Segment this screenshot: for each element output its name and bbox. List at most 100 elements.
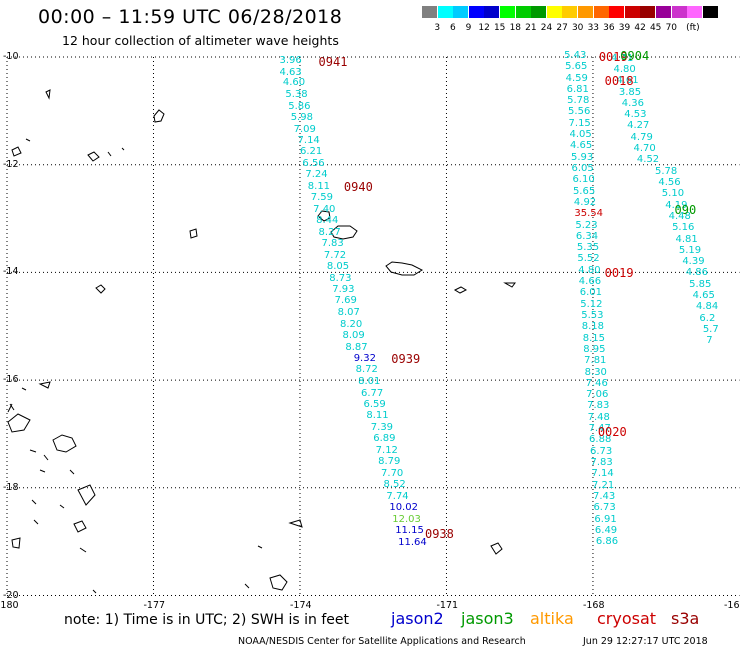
wave-height-label: 7.48: [587, 411, 610, 423]
coastline-tutuila: [385, 261, 424, 276]
wave-height-label: 6.59: [363, 398, 386, 410]
coastline-island-e: [11, 537, 21, 549]
pass-time-label: 0940: [343, 180, 373, 195]
legend-label: 6: [450, 23, 456, 33]
legend-label: 33: [587, 23, 600, 33]
coastline-island-t: [244, 583, 250, 589]
legend-label: 30: [571, 23, 584, 33]
wave-height-label: 3.96: [279, 55, 302, 67]
satellite-cryosat-label: cryosat: [597, 609, 657, 628]
wave-height-label: 4.70: [633, 143, 656, 155]
wave-height-label: 7.14: [591, 468, 614, 480]
wave-height-label: 7.47: [588, 423, 611, 435]
wave-height-label: 5.53: [581, 310, 604, 322]
coastline-island-p: [59, 504, 65, 509]
legend-swatch: [702, 6, 718, 18]
wave-height-label: 8.73: [329, 272, 352, 284]
wave-height-label: 8.09: [342, 329, 365, 341]
pass-time-label: 0018: [604, 73, 634, 88]
wave-height-label: 6.2: [699, 312, 716, 324]
wave-height-label: 6.05: [571, 163, 594, 174]
coastline-island-q: [33, 519, 39, 525]
coastline-islet-3: [95, 284, 106, 294]
legend-swatch: [656, 6, 671, 18]
wave-height-label: 5.19: [678, 244, 702, 256]
legend-swatch: [484, 6, 500, 18]
wave-height-label: 3.85: [618, 86, 642, 98]
wave-height-label: 5.93: [570, 151, 594, 163]
wave-height-label: 5.23: [575, 219, 598, 231]
coastline-island-o: [69, 469, 75, 475]
wave-height-label: 4.80: [613, 63, 636, 75]
coastline-savaii: [317, 210, 331, 222]
legend-label: 24: [540, 23, 553, 33]
wave-height-label: 5.98: [290, 111, 313, 123]
wave-height-label: 5.10: [661, 188, 685, 200]
wave-height-label: 4.56: [658, 177, 681, 188]
wave-height-label: 7.14: [297, 135, 320, 146]
legend-label: 3: [434, 23, 441, 33]
longitude-tick-label: -177: [143, 599, 166, 611]
wave-height-label: 6.01: [579, 287, 603, 299]
coastline-island-g: [490, 542, 503, 555]
wave-height-label: 6.73: [590, 445, 613, 457]
wave-height-label: 7.46: [585, 377, 608, 389]
pass-time-label: 0941: [318, 54, 348, 69]
coastline-island-h: [288, 519, 303, 528]
wave-height-label: 8.07: [337, 307, 360, 319]
footer-timestamp: Jun 29 12:27:17 UTC 2018: [583, 636, 708, 647]
wave-height-label: 4.39: [682, 256, 705, 268]
legend-swatch: [578, 6, 593, 18]
wave-height-label: 7.40: [313, 203, 336, 215]
coastline-island-i: [38, 381, 51, 389]
wave-height-label: 6.49: [594, 524, 618, 536]
wave-height-label: 5.85: [689, 278, 712, 290]
wave-height-label: 4.59: [565, 72, 588, 84]
map-title: 00:00 – 11:59 UTC 06/28/2018: [38, 6, 343, 28]
legend-swatch: [531, 6, 547, 18]
legend-swatch: [687, 6, 703, 18]
wave-height-label: 7.83: [587, 400, 610, 412]
coastline-island-c: [77, 484, 96, 506]
map-subtitle: 12 hour collection of altimeter wave hei…: [62, 33, 339, 48]
wave-height-label: 8.15: [582, 332, 605, 344]
legend-label: 9: [465, 23, 472, 33]
legend-label: 21: [525, 23, 537, 33]
longitude-tick-label: -174: [289, 599, 312, 611]
legend-swatch: [593, 6, 609, 18]
legend-label: 42: [634, 23, 646, 33]
coastline-island-l: [43, 454, 49, 461]
wave-height-label: 6.56: [302, 158, 325, 170]
wave-height-label: 4.66: [578, 276, 602, 288]
coastline-islet-8: [11, 146, 22, 157]
legend-label: 27: [556, 23, 568, 33]
wave-height-label: 7.59: [310, 192, 333, 204]
wave-height-label: 7.24: [305, 169, 328, 181]
wave-height-label: 5.56: [568, 106, 591, 118]
coastline-upolu: [330, 225, 358, 240]
wave-height-label: 35.54: [574, 208, 604, 220]
satellite-jason3-label: jason3: [461, 609, 514, 628]
latitude-tick-label: -16: [3, 374, 19, 386]
wave-height-label: 5.65: [572, 185, 596, 197]
wave-height-label: 5.38: [285, 89, 308, 101]
graticule: [6, 56, 740, 596]
coastline-island-r: [79, 547, 87, 553]
wave-height-label: 5.86: [288, 100, 311, 112]
coastline-island-v: [21, 387, 27, 391]
legend-swatch: [453, 6, 469, 18]
pass-time-label: 0938: [424, 526, 454, 541]
wave-height-label: 4.71: [611, 52, 634, 64]
wave-height-label: 4.92: [573, 196, 597, 208]
wave-height-label: 7.43: [592, 490, 616, 502]
pass-time-label: 0020: [597, 424, 627, 439]
coastline-islet-11: [25, 138, 31, 142]
coastline-islet-6: [87, 151, 100, 162]
wave-height-label: 7.21: [591, 479, 615, 491]
wave-height-label: 6.77: [361, 387, 384, 399]
wave-height-label: 5.78: [567, 95, 590, 107]
wave-height-label: 7.09: [293, 123, 316, 135]
coastline-island-f: [269, 574, 288, 591]
coastline-island-k: [29, 449, 37, 453]
